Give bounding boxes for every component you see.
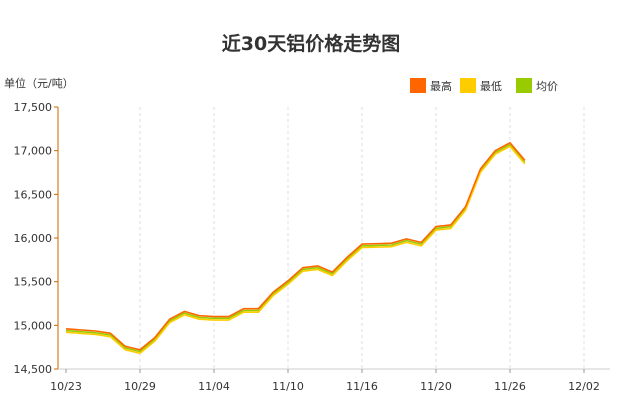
legend[interactable]: 最高 最低 均价 <box>410 78 558 93</box>
x-tick-label: 11/04 <box>198 380 230 393</box>
y-tick-label: 15,000 <box>14 319 53 332</box>
legend-label: 均价 <box>536 80 558 93</box>
series-line-high[interactable] <box>65 142 526 351</box>
legend-item-low[interactable]: 最低 <box>460 78 502 93</box>
legend-item-average[interactable]: 均价 <box>516 78 558 93</box>
legend-label: 最高 <box>430 79 452 93</box>
x-tick-label: 11/16 <box>346 380 378 393</box>
axis-layer: 14,500 15,000 15,500 16,000 16,500 17,000 17,5… <box>14 101 610 393</box>
x-tick-label: 11/20 <box>420 380 452 393</box>
y-axis-unit-label: 单位（元/吨） <box>4 76 74 90</box>
grid-layer <box>139 107 585 369</box>
x-tick-label: 11/10 <box>272 380 304 393</box>
y-tick-label: 17,000 <box>14 145 53 158</box>
y-tick-label: 15,500 <box>14 276 53 289</box>
series-line-low[interactable] <box>65 145 526 355</box>
y-tick-label: 17,500 <box>14 101 53 114</box>
legend-swatch <box>410 78 426 93</box>
series-line-average[interactable] <box>65 143 526 353</box>
y-tick-label: 16,500 <box>14 188 53 201</box>
series-layer <box>65 142 526 355</box>
legend-item-high[interactable]: 最高 <box>410 78 452 93</box>
legend-label: 最低 <box>480 80 502 93</box>
y-tick-label: 16,000 <box>14 232 53 245</box>
legend-swatch <box>516 78 532 93</box>
x-tick-label: 10/29 <box>124 380 156 393</box>
x-tick-label: 10/23 <box>50 380 82 393</box>
x-tick-label: 11/26 <box>494 380 526 393</box>
legend-swatch <box>460 78 476 93</box>
y-tick-label: 14,500 <box>14 363 53 376</box>
x-tick-label: 12/02 <box>568 380 600 393</box>
chart-title: 近30天铝价格走势图 <box>222 32 400 55</box>
